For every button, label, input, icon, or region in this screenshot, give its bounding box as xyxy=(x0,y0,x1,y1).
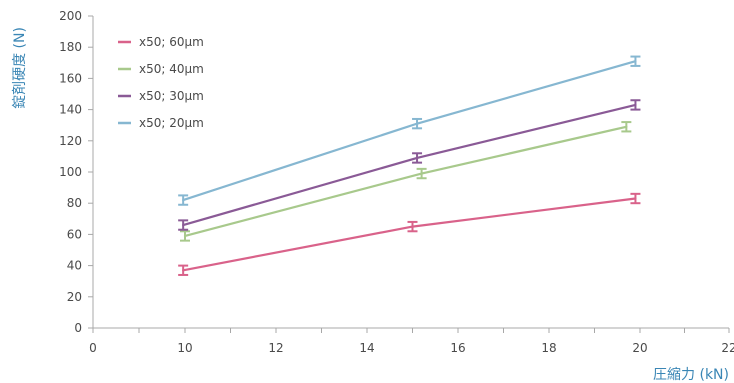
y-tick-label: 120 xyxy=(59,134,82,148)
y-tick-label: 0 xyxy=(74,321,82,335)
error-bar xyxy=(178,219,189,231)
legend: x50; 60µm x50; 40µm x50; 30µm x50; 20µm xyxy=(118,35,204,130)
error-bar xyxy=(630,99,641,111)
error-bar xyxy=(178,264,189,276)
y-tick-label: 100 xyxy=(59,165,82,179)
legend-item: x50; 20µm xyxy=(118,116,204,130)
legend-label: x50; 30µm xyxy=(139,89,204,103)
x-tick-label: 12 xyxy=(268,341,283,355)
legend-label: x50; 20µm xyxy=(139,116,204,130)
y-tick-label: 60 xyxy=(67,227,82,241)
series-line xyxy=(182,197,637,272)
legend-label: x50; 40µm xyxy=(139,62,204,76)
error-bar xyxy=(178,194,189,206)
error-bar xyxy=(412,152,423,164)
legend-item: x50; 40µm xyxy=(118,62,204,76)
y-axis-title: 錠剤硬度 (N) xyxy=(12,27,28,109)
series-layer xyxy=(178,55,641,276)
x-tick-label: 22 xyxy=(721,341,734,355)
y-tick-label: 160 xyxy=(59,71,82,85)
y-tick-label: 20 xyxy=(67,290,82,304)
error-bar xyxy=(412,117,423,130)
x-tick-label: 20 xyxy=(632,341,647,355)
error-bar xyxy=(621,121,632,133)
x-tick-label: 16 xyxy=(450,341,465,355)
error-bar xyxy=(630,192,641,205)
y-tick-label: 200 xyxy=(59,9,82,23)
error-bar xyxy=(180,230,190,242)
y-tick-label: 40 xyxy=(67,259,82,273)
axes-layer: 0 20 40 60 80 100 120 140 160 180 200 0 10 12 14 16 18 20… xyxy=(59,9,734,355)
series-line xyxy=(182,60,637,202)
x-axis-title: 圧縮力 (kN) xyxy=(653,367,729,383)
legend-item: x50; 60µm xyxy=(118,35,204,49)
error-bar xyxy=(407,220,418,233)
y-tick-label: 140 xyxy=(59,103,82,117)
y-tick-label: 180 xyxy=(59,40,82,54)
error-bar xyxy=(630,55,641,67)
legend-label: x50; 60µm xyxy=(139,35,204,49)
y-tick-label: 80 xyxy=(67,196,82,210)
x-tick-label: 0 xyxy=(89,341,97,355)
legend-item: x50; 30µm xyxy=(118,89,204,103)
x-tick-label: 14 xyxy=(359,341,374,355)
series-line xyxy=(183,125,628,238)
x-tick-label: 10 xyxy=(177,341,192,355)
error-bar xyxy=(416,167,427,180)
x-tick-label: 18 xyxy=(541,341,556,355)
